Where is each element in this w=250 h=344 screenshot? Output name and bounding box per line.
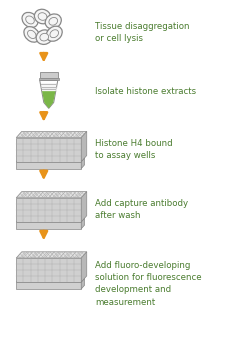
Ellipse shape [34, 9, 50, 24]
Ellipse shape [24, 26, 40, 42]
Polygon shape [16, 131, 87, 138]
Ellipse shape [49, 18, 58, 25]
Ellipse shape [45, 14, 61, 29]
Polygon shape [81, 131, 87, 162]
Text: Add capture antibody
after wash: Add capture antibody after wash [95, 199, 188, 221]
Polygon shape [81, 252, 87, 282]
Polygon shape [16, 222, 81, 229]
Polygon shape [42, 91, 56, 108]
Ellipse shape [40, 33, 48, 41]
Ellipse shape [46, 26, 62, 41]
Polygon shape [16, 218, 84, 222]
Polygon shape [16, 162, 81, 169]
Text: Tissue disaggregation
or cell lysis: Tissue disaggregation or cell lysis [95, 22, 190, 43]
Polygon shape [16, 158, 84, 162]
Polygon shape [81, 158, 84, 169]
Polygon shape [40, 80, 58, 108]
Text: Add fluoro-developing
solution for fluorescence
development and
measurement: Add fluoro-developing solution for fluor… [95, 261, 202, 307]
Polygon shape [81, 278, 84, 289]
Polygon shape [40, 72, 58, 78]
Polygon shape [39, 78, 58, 80]
Ellipse shape [22, 12, 38, 28]
Ellipse shape [38, 13, 47, 20]
Polygon shape [16, 258, 81, 282]
Text: Histone H4 bound
to assay wells: Histone H4 bound to assay wells [95, 139, 172, 160]
Text: Isolate histone extracts: Isolate histone extracts [95, 87, 196, 96]
Ellipse shape [36, 30, 52, 44]
Polygon shape [16, 282, 81, 289]
Polygon shape [16, 138, 81, 162]
Polygon shape [16, 198, 81, 222]
Polygon shape [16, 252, 87, 258]
Ellipse shape [26, 16, 34, 24]
Polygon shape [16, 278, 84, 282]
Polygon shape [16, 192, 87, 198]
Ellipse shape [28, 30, 36, 39]
Ellipse shape [50, 30, 58, 38]
Polygon shape [81, 192, 87, 222]
Polygon shape [81, 218, 84, 229]
